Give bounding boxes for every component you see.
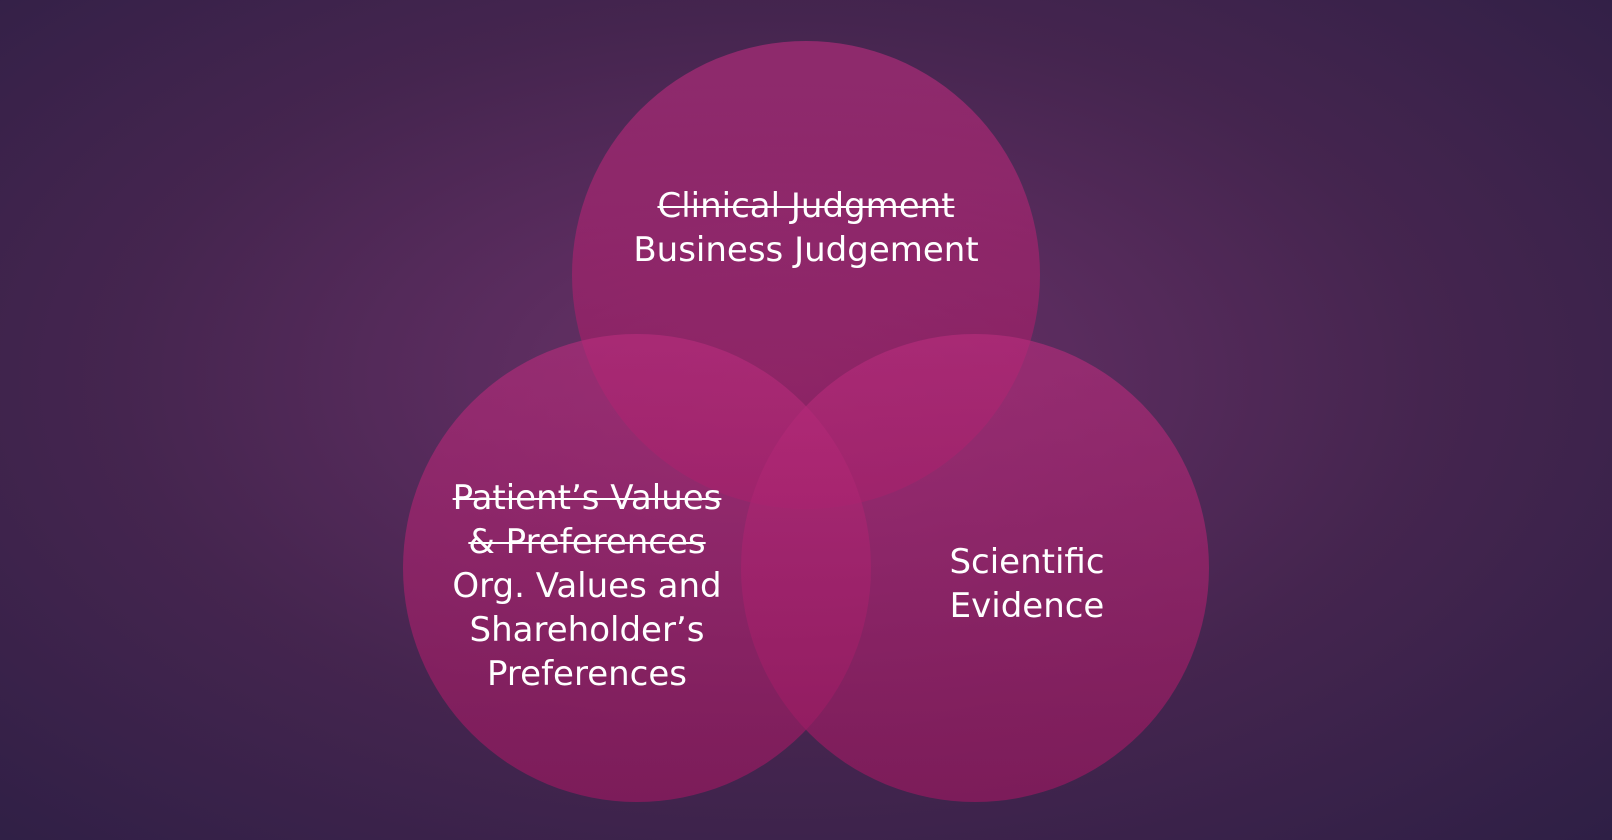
label-scientific: Scientific [949,542,1105,582]
right-circle-label: Scientific Evidence [877,540,1177,628]
label-evidence: Evidence [949,586,1105,626]
label-org-values: Org. Values and [452,566,722,606]
left-circle-label: Patient’s Values & Preferences Org. Valu… [427,476,747,696]
label-shareholders: Shareholder’s [469,610,705,650]
label-business-judgement: Business Judgement [633,230,979,270]
struck-label-clinical-judgment: Clinical Judgment [657,186,955,226]
struck-label-patients-values: Patient’s Values [452,478,722,518]
venn-circle-scientific-evidence [741,334,1209,802]
top-circle-label: Clinical Judgment Business Judgement [606,184,1006,272]
struck-label-preferences: & Preferences [468,522,706,562]
label-preferences: Preferences [487,654,687,694]
